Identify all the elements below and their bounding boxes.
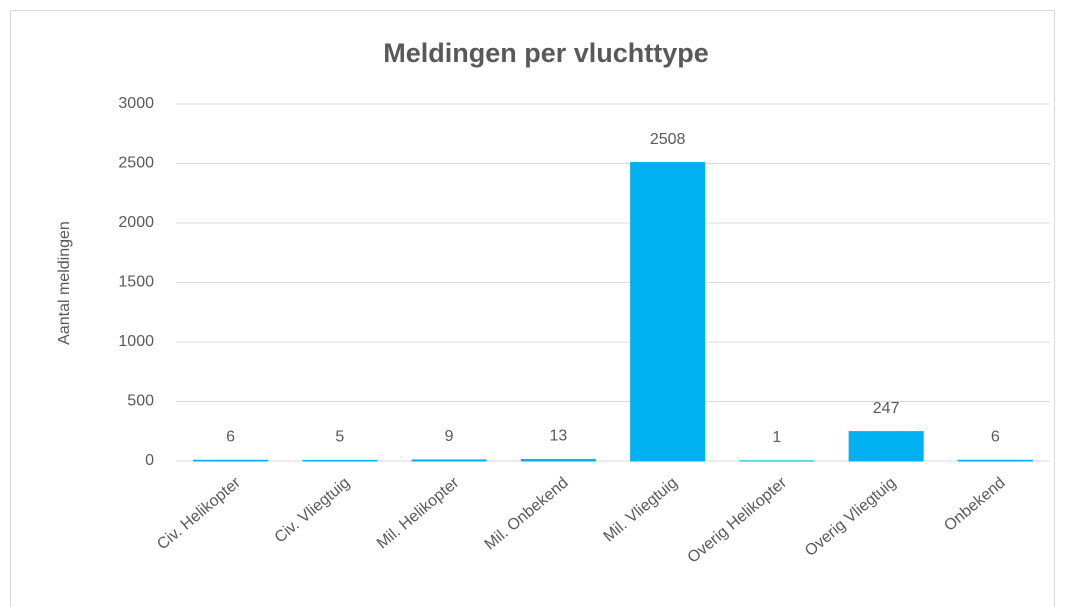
bar [302,459,378,462]
x-tick-label: Overig Helikopter [685,474,791,567]
data-label: 2508 [650,131,686,148]
bar [848,431,924,462]
x-tick-label: Mil. Helikopter [374,474,463,553]
y-tick-label: 2500 [118,155,154,172]
y-tick-label: 1500 [118,274,154,291]
data-label: 9 [445,428,454,445]
data-label: 6 [991,429,1000,446]
chart-title: Meldingen per vluchttype [383,38,709,68]
y-tick-label: 0 [145,452,154,469]
data-label: 1 [772,429,781,446]
x-tick-label: Mil. Vliegtuig [600,474,680,545]
data-label: 13 [549,428,567,445]
y-axis-label: Aantal meldingen [56,221,73,345]
bar [630,162,706,462]
x-tick-label: Mil. Onbekend [482,474,572,553]
x-tick-label: Overig Vliegtuig [802,474,899,560]
bar [520,458,596,462]
y-tick-label: 3000 [118,95,154,112]
x-tick-label: Civ. Vliegtuig [272,474,354,546]
y-tick-label: 2000 [118,214,154,231]
x-tick-label: Civ. Helikopter [154,474,244,554]
bar [411,459,487,462]
data-label: 6 [226,429,235,446]
x-tick-label: Onbekend [941,474,1009,535]
y-tick-label: 1000 [118,333,154,350]
bar [957,459,1033,462]
chart-border [10,10,1055,607]
bar [193,459,269,462]
data-label: 5 [335,429,344,446]
data-label: 247 [873,400,900,417]
y-tick-label: 500 [127,393,154,410]
